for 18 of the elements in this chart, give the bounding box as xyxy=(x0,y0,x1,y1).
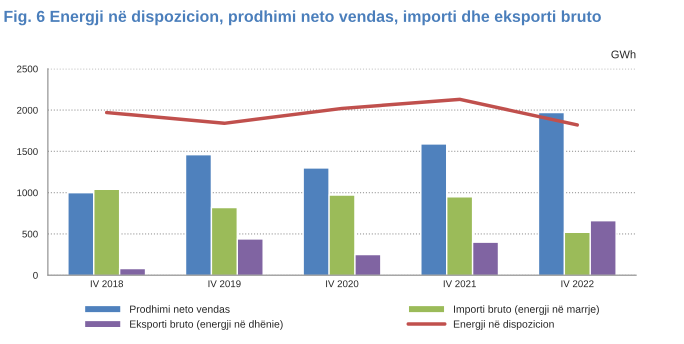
y-tick-label: 2000 xyxy=(17,106,38,114)
line-series xyxy=(104,98,580,127)
y-axis-title: GWh xyxy=(611,50,636,58)
legend-label: Prodhimi neto vendas xyxy=(130,305,230,313)
legend-label: Importi bruto (energji në marrje) xyxy=(454,305,599,315)
legend-label: Eksporti bruto (energji në dhënie) xyxy=(130,320,283,330)
x-tick-label: IV 2018 xyxy=(90,280,124,288)
y-tick-label: 1000 xyxy=(17,189,38,196)
y-tick-label: 0 xyxy=(33,272,38,279)
x-tick-label: IV 2019 xyxy=(208,280,241,288)
y-tick-label: 1500 xyxy=(17,148,38,155)
legend-label: Energji në dispozicion xyxy=(454,320,554,330)
chart-title: Fig. 6 Energji në dispozicion, prodhimi neto vendas, importi dhe eksporti bruto xyxy=(4,10,601,26)
x-tick-label: IV 2020 xyxy=(326,280,358,288)
x-tick-label: IV 2021 xyxy=(444,280,476,288)
y-tick-label: 500 xyxy=(22,230,38,238)
y-tick-label: 2500 xyxy=(17,66,38,72)
x-tick-label: IV 2022 xyxy=(561,280,594,288)
